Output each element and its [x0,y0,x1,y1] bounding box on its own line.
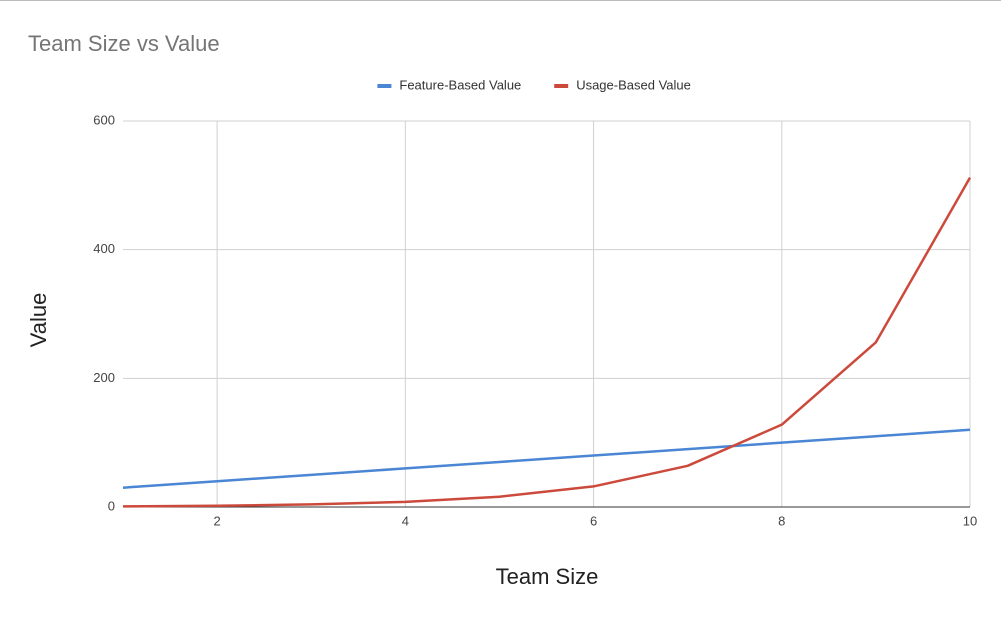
y-tick-label: 200 [93,370,115,385]
data-line [122,428,971,489]
y-tick-label: 600 [93,112,115,127]
x-tick-label: 10 [963,513,977,528]
x-tick-label: 8 [778,513,785,528]
x-tick-label: 2 [213,513,220,528]
chart-title: Team Size vs Value [28,31,220,56]
x-tick-label: 4 [402,513,409,528]
y-axis-label: Value [26,293,51,348]
x-tick-label: 6 [590,513,597,528]
legend-swatch [377,84,392,88]
y-tick-label: 0 [108,498,115,513]
legend-label: Usage-Based Value [576,77,691,92]
legend-label: Feature-Based Value [399,77,521,92]
y-tick-label: 400 [93,241,115,256]
x-axis-label: Team Size [496,564,599,589]
data-line [122,176,972,508]
legend-swatch [554,84,569,88]
